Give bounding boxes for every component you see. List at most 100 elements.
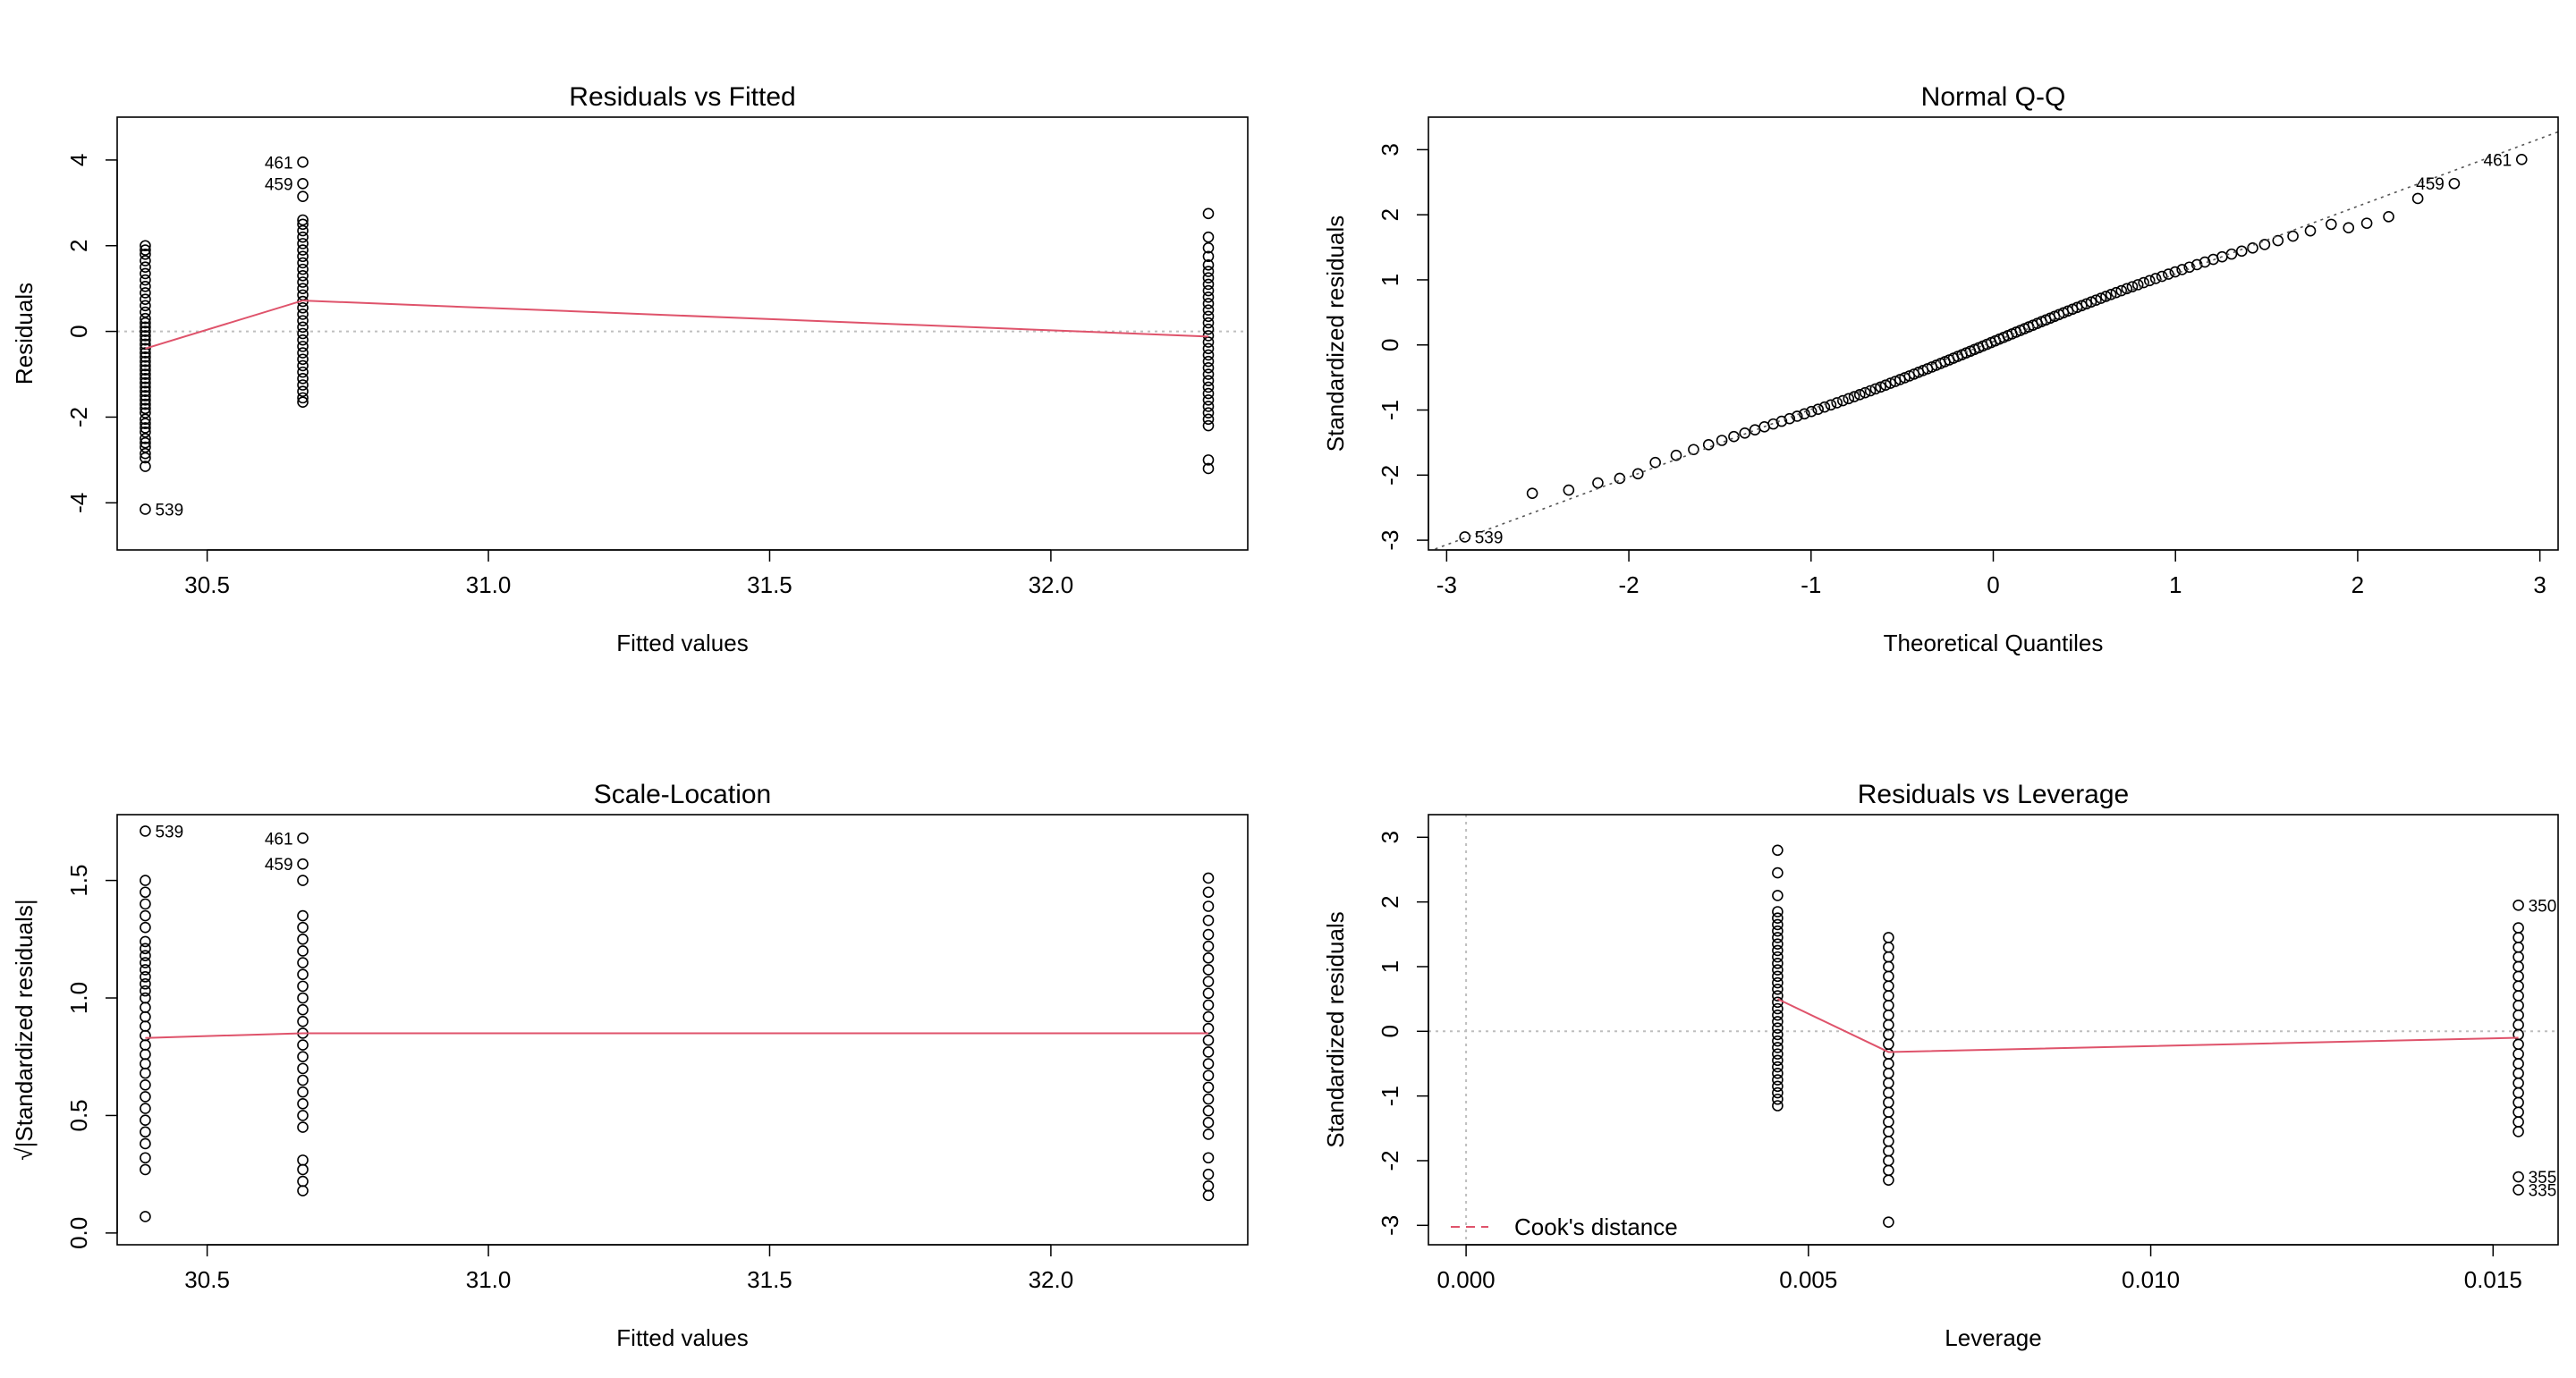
data-point bbox=[1716, 435, 1728, 446]
x-tick-label: 2 bbox=[2351, 571, 2364, 598]
data-point bbox=[297, 1074, 309, 1086]
data-point bbox=[1202, 387, 1215, 400]
data-point bbox=[1772, 1086, 1784, 1099]
data-point bbox=[297, 257, 309, 269]
legend-cooks-distance-label: Cook's distance bbox=[1514, 1213, 1678, 1240]
data-point bbox=[1202, 241, 1215, 254]
x-axis: 0.000 0.005 0.010 0.015 bbox=[1437, 1244, 2522, 1293]
smoother-line bbox=[145, 300, 1209, 350]
plot-frame bbox=[1428, 116, 2559, 551]
data-point bbox=[140, 1103, 151, 1114]
data-point bbox=[140, 1126, 151, 1138]
data-point bbox=[2512, 960, 2524, 973]
data-point bbox=[1883, 951, 1894, 963]
data-point bbox=[1883, 1009, 1894, 1021]
x-axis: 30.5 31.0 31.5 32.0 bbox=[184, 1244, 1073, 1293]
data-points bbox=[1772, 844, 2524, 1228]
data-point bbox=[140, 306, 151, 318]
data-point bbox=[297, 218, 309, 231]
data-point bbox=[297, 992, 309, 1004]
plot-area bbox=[117, 156, 1248, 515]
data-point bbox=[1202, 323, 1215, 335]
data-point bbox=[297, 1086, 309, 1098]
y-tick-label: 1 bbox=[1377, 274, 1403, 286]
data-point bbox=[140, 338, 151, 351]
data-point bbox=[2512, 932, 2524, 943]
data-point bbox=[1883, 1058, 1894, 1069]
data-point bbox=[1869, 383, 1882, 395]
data-point bbox=[2512, 899, 2524, 911]
data-point bbox=[1772, 844, 1784, 857]
data-point bbox=[2512, 1000, 2524, 1011]
data-point bbox=[1772, 925, 1784, 937]
data-point bbox=[297, 1175, 309, 1188]
smoother-line bbox=[1776, 998, 2519, 1053]
data-point bbox=[140, 293, 151, 305]
x-tick-label: 0.015 bbox=[2464, 1266, 2522, 1293]
y-tick-label: 2 bbox=[1377, 895, 1403, 908]
data-point bbox=[140, 1091, 151, 1103]
data-point bbox=[140, 413, 151, 426]
data-point bbox=[1883, 1038, 1894, 1051]
data-point bbox=[2512, 1077, 2524, 1089]
data-point bbox=[1772, 938, 1784, 950]
data-point bbox=[140, 390, 151, 402]
data-point bbox=[297, 321, 309, 334]
data-point bbox=[2131, 279, 2144, 291]
data-point bbox=[1649, 456, 1661, 469]
data-point bbox=[1818, 401, 1831, 413]
data-point bbox=[1883, 980, 1894, 992]
data-point bbox=[140, 364, 151, 376]
data-point bbox=[140, 398, 151, 410]
data-point bbox=[1772, 1061, 1784, 1073]
data-point bbox=[140, 909, 151, 922]
data-point bbox=[2512, 1019, 2524, 1031]
y-tick-label: 2 bbox=[65, 240, 92, 252]
data-point bbox=[1772, 1093, 1784, 1105]
data-point bbox=[140, 957, 151, 968]
data-point bbox=[297, 359, 309, 372]
data-point bbox=[140, 447, 151, 460]
data-point bbox=[1775, 415, 1788, 427]
data-point bbox=[1883, 1096, 1894, 1109]
y-tick-label: 0 bbox=[1377, 1025, 1403, 1037]
x-tick-label: 0.010 bbox=[2122, 1266, 2180, 1293]
data-point bbox=[1883, 1154, 1894, 1167]
data-point bbox=[1831, 397, 1843, 409]
data-point bbox=[297, 1110, 309, 1121]
data-point bbox=[140, 381, 151, 393]
data-point bbox=[2090, 294, 2102, 306]
y-tick-label: -3 bbox=[1377, 1215, 1403, 1236]
data-point bbox=[1772, 1028, 1784, 1041]
x-tick-label: 31.0 bbox=[466, 571, 512, 598]
data-point bbox=[140, 433, 151, 444]
data-point bbox=[140, 1114, 151, 1126]
data-point bbox=[297, 250, 309, 263]
data-point bbox=[2512, 1058, 2524, 1069]
data-point bbox=[2163, 268, 2174, 280]
data-point bbox=[1202, 336, 1215, 348]
x-tick-label: 0.000 bbox=[1437, 1266, 1496, 1293]
data-point bbox=[1772, 983, 1784, 995]
point-label: 539 bbox=[155, 501, 183, 520]
y-tick-label: 0 bbox=[1377, 339, 1403, 351]
data-point bbox=[1875, 381, 1886, 393]
data-point bbox=[297, 341, 309, 352]
data-point bbox=[1772, 1048, 1784, 1060]
data-point bbox=[1202, 393, 1215, 406]
data-point bbox=[1883, 1019, 1894, 1031]
data-point bbox=[140, 402, 151, 415]
data-point bbox=[140, 1152, 151, 1164]
data-point bbox=[1202, 272, 1215, 284]
data-point bbox=[1772, 1002, 1784, 1015]
data-points bbox=[140, 825, 1215, 1222]
data-point bbox=[140, 274, 151, 286]
data-point bbox=[140, 261, 151, 274]
data-point bbox=[1202, 362, 1215, 374]
data-point bbox=[1825, 399, 1837, 411]
data-point bbox=[140, 1163, 151, 1176]
data-point bbox=[2343, 222, 2355, 234]
x-axis-label: Theoretical Quantiles bbox=[1884, 630, 2104, 656]
data-point bbox=[1772, 912, 1784, 925]
x-axis-label: Fitted values bbox=[616, 1324, 748, 1351]
